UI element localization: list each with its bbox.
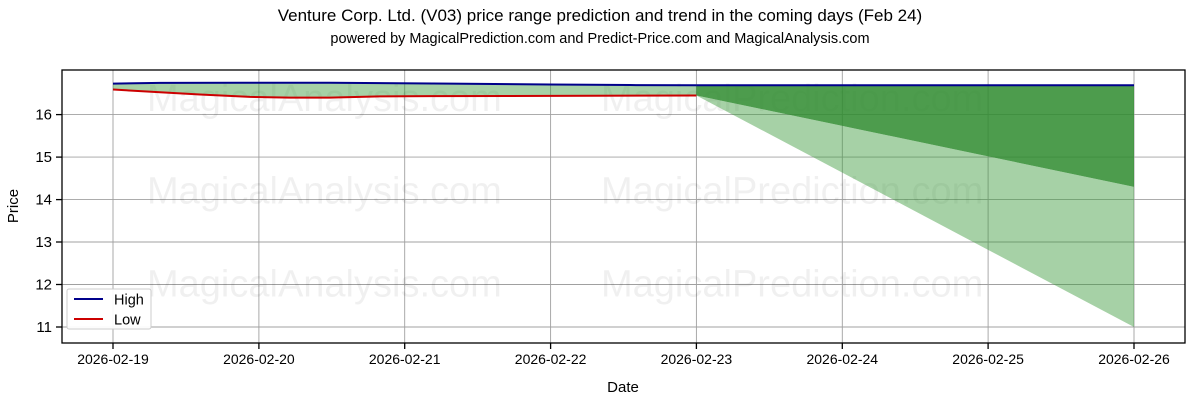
svg-text:2026-02-21: 2026-02-21 [369,351,441,367]
svg-text:2026-02-25: 2026-02-25 [952,351,1024,367]
svg-text:12: 12 [35,277,52,294]
svg-text:15: 15 [35,149,52,166]
svg-text:2026-02-24: 2026-02-24 [806,351,878,367]
svg-text:Date: Date [607,379,639,396]
svg-text:2026-02-26: 2026-02-26 [1098,351,1170,367]
svg-text:MagicalAnalysis.com: MagicalAnalysis.com [147,170,502,212]
svg-text:2026-02-19: 2026-02-19 [77,351,149,367]
svg-text:High: High [114,293,144,309]
svg-text:Low: Low [114,313,141,329]
svg-text:16: 16 [35,107,52,124]
svg-text:2026-02-23: 2026-02-23 [661,351,733,367]
svg-text:2026-02-22: 2026-02-22 [515,351,587,367]
svg-text:13: 13 [35,234,52,251]
svg-text:11: 11 [36,319,52,336]
svg-text:Price: Price [5,189,22,223]
svg-text:MagicalAnalysis.com: MagicalAnalysis.com [147,264,502,306]
svg-text:14: 14 [35,192,52,209]
svg-text:MagicalPrediction.com: MagicalPrediction.com [601,264,983,306]
svg-text:2026-02-20: 2026-02-20 [223,351,295,367]
